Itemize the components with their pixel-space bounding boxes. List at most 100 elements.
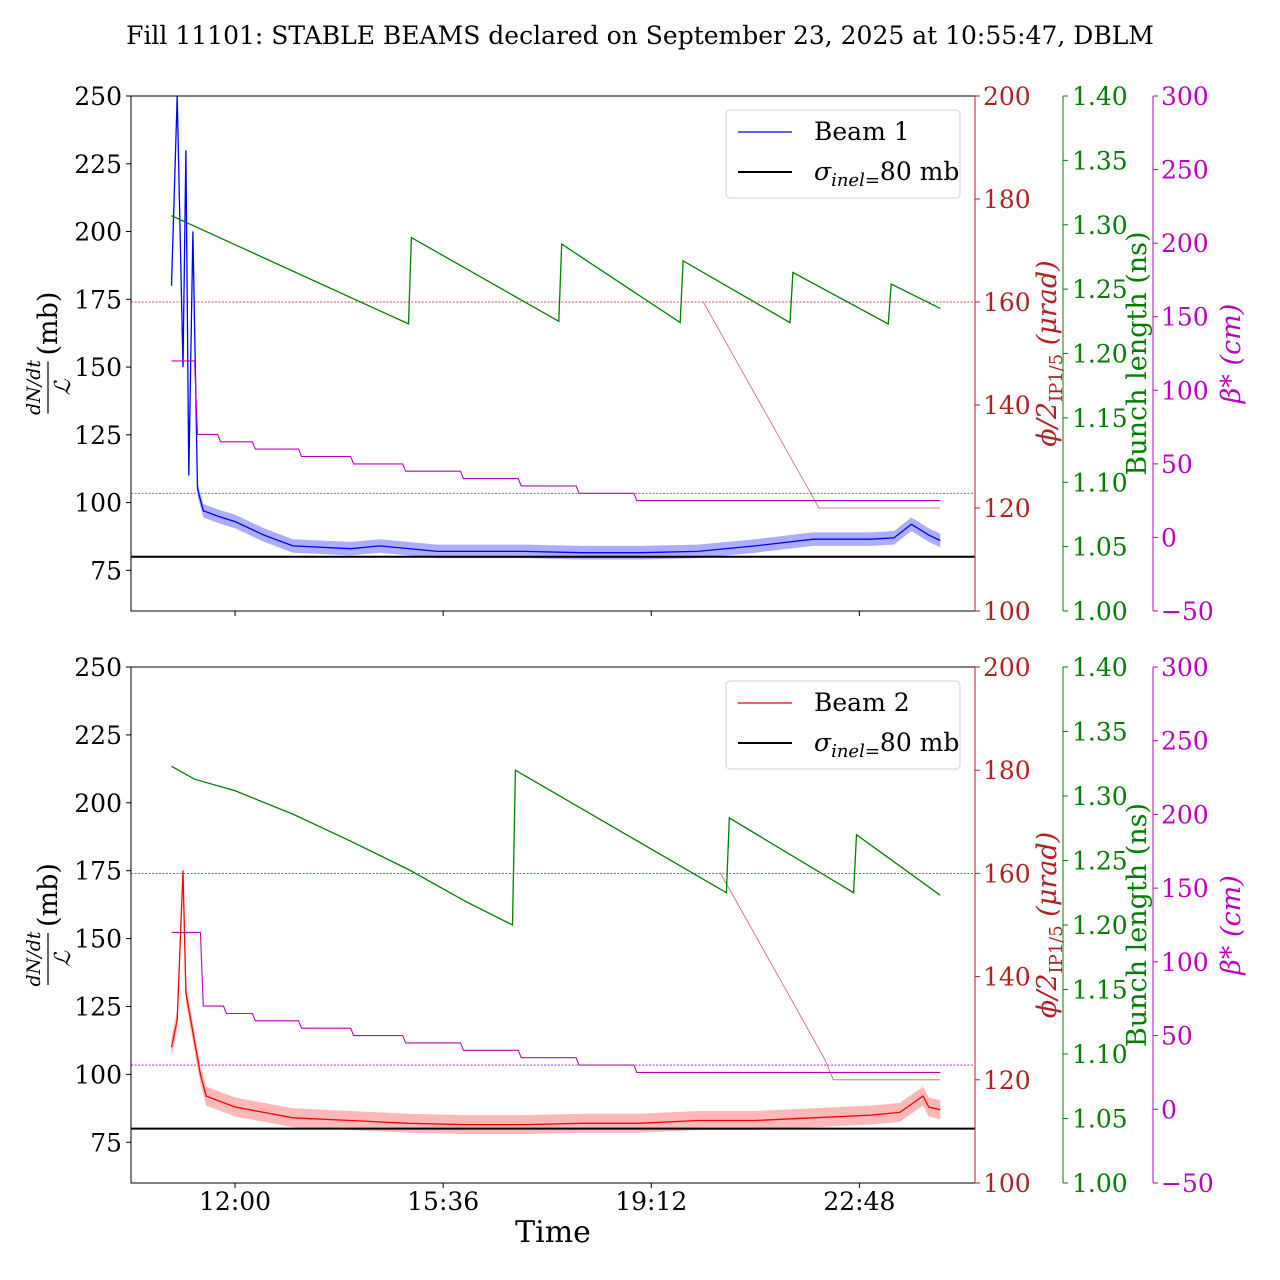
left-tick-label: 250	[74, 653, 122, 682]
beta-tick-label: 100	[1161, 376, 1209, 405]
left-tick-label: 150	[74, 925, 122, 954]
beta-axis-label: β* (cm)	[1216, 304, 1247, 404]
x-tick-label: 19:12	[615, 1187, 687, 1216]
crossing-tick-label: 160	[983, 288, 1031, 317]
bunch-tick-label: 1.20	[1072, 911, 1128, 940]
bunch-tick-label: 1.10	[1072, 468, 1128, 497]
bunch-tick-label: 1.00	[1072, 1169, 1128, 1198]
panel-bottom: 75 100 125 150 175 200 225 250 dN/dt ℒ (mb) 100 120 1…	[23, 653, 1247, 1216]
bunch-axis-label: Bunch length (ns)	[1122, 803, 1153, 1047]
panel-top: 75 100 125 150 175 200 225 250 dN/dt ℒ (mb) 100 120 1…	[23, 82, 1247, 626]
left-axis-numerator: dN/dt	[23, 360, 45, 415]
bunch-tick-label: 1.00	[1072, 597, 1128, 626]
crossing-tick-label: 140	[983, 963, 1031, 992]
left-axis-label: dN/dt ℒ (mb)	[23, 863, 76, 986]
beta-tick-label: 150	[1161, 874, 1209, 903]
legend-sigma-label: σinel=80 mb	[814, 157, 959, 191]
crossing-axis-label: ϕ/2IP1/5 (μrad)	[1032, 832, 1067, 1018]
crossing-tick-label: 200	[983, 653, 1031, 682]
x-tick-label: 15:36	[407, 1187, 479, 1216]
bunch-length-line	[171, 215, 941, 325]
crossing-tick-label: 160	[983, 859, 1031, 888]
bunch-tick-label: 1.10	[1072, 1040, 1128, 1069]
left-tick-label: 100	[74, 489, 122, 518]
beta-star-line	[171, 360, 941, 502]
beta-axis-label: β* (cm)	[1216, 875, 1247, 975]
beta-tick-label: 250	[1161, 156, 1209, 185]
beta-tick-label: 300	[1161, 82, 1209, 111]
crossing-angle-line	[720, 873, 941, 1081]
bunch-tick-label: 1.35	[1072, 146, 1128, 175]
crossing-tick-label: 140	[983, 391, 1031, 420]
left-tick-label: 175	[74, 857, 122, 886]
plot-area	[131, 96, 975, 560]
left-tick-label: 125	[74, 421, 122, 450]
beta-tick-label: 50	[1161, 450, 1193, 479]
left-tick-label: 150	[74, 353, 122, 382]
crossing-tick-label: 120	[983, 1066, 1031, 1095]
bunch-tick-label: 1.35	[1072, 718, 1128, 747]
left-tick-label: 250	[74, 82, 122, 111]
left-tick-label: 100	[74, 1060, 122, 1089]
left-tick-label: 200	[74, 218, 122, 247]
bunch-tick-label: 1.20	[1072, 340, 1128, 369]
bunch-tick-label: 1.15	[1072, 976, 1128, 1005]
beta-tick-label: 100	[1161, 948, 1209, 977]
crossing-tick-label: 200	[983, 82, 1031, 111]
legend-sigma-label: σinel=80 mb	[814, 728, 959, 762]
legend-beam-label: Beam 1	[814, 117, 910, 146]
beta-tick-label: 200	[1161, 800, 1209, 829]
left-tick-label: 225	[74, 721, 122, 750]
left-tick-label: 125	[74, 992, 122, 1021]
legend-beam-label: Beam 2	[814, 688, 910, 717]
left-tick-label: 75	[90, 556, 122, 585]
bunch-tick-label: 1.30	[1072, 782, 1128, 811]
beta-tick-label: 300	[1161, 653, 1209, 682]
bunch-tick-label: 1.15	[1072, 404, 1128, 433]
crossing-axis-label: ϕ/2IP1/5 (μrad)	[1032, 260, 1067, 446]
left-tick-label: 225	[74, 150, 122, 179]
bunch-tick-label: 1.25	[1072, 847, 1128, 876]
crossing-tick-label: 120	[983, 494, 1031, 523]
x-tick-label: 22:48	[823, 1187, 895, 1216]
plot-area	[131, 765, 975, 1135]
bunch-tick-label: 1.05	[1072, 533, 1128, 562]
bunch-tick-label: 1.25	[1072, 275, 1128, 304]
bunch-tick-label: 1.40	[1072, 82, 1128, 111]
crossing-tick-label: 180	[983, 185, 1031, 214]
beta-tick-label: −50	[1161, 1169, 1214, 1198]
left-axis-unit: (mb)	[33, 292, 64, 356]
beam-series-line	[170, 96, 941, 554]
beta-star-line	[171, 931, 941, 1073]
crossing-tick-label: 100	[983, 597, 1031, 626]
left-axis-denominator: ℒ	[51, 378, 76, 395]
beta-tick-label: 150	[1161, 303, 1209, 332]
left-axis-numerator: dN/dt	[23, 931, 45, 986]
bunch-tick-label: 1.05	[1072, 1105, 1128, 1134]
beta-tick-label: 250	[1161, 727, 1209, 756]
beta-tick-label: 0	[1161, 1095, 1177, 1124]
beta-tick-label: 50	[1161, 1022, 1193, 1051]
chart-title: Fill 11101: STABLE BEAMS declared on Sep…	[126, 21, 1154, 50]
left-axis-unit: (mb)	[33, 863, 64, 927]
beta-tick-label: −50	[1161, 597, 1214, 626]
x-tick-label: 12:00	[199, 1187, 271, 1216]
left-tick-label: 200	[74, 789, 122, 818]
beta-tick-label: 0	[1161, 523, 1177, 552]
bunch-length-line	[171, 765, 941, 927]
left-tick-label: 175	[74, 285, 122, 314]
left-tick-label: 75	[90, 1128, 122, 1157]
crossing-tick-label: 100	[983, 1169, 1031, 1198]
beam-band	[171, 861, 941, 1135]
bunch-tick-label: 1.40	[1072, 653, 1128, 682]
left-axis-label: dN/dt ℒ (mb)	[23, 292, 76, 415]
beta-tick-label: 200	[1161, 229, 1209, 258]
beam-series-line	[170, 870, 941, 1126]
bunch-axis-label: Bunch length (ns)	[1122, 231, 1153, 475]
x-axis-label: Time	[515, 1215, 591, 1250]
bunch-tick-label: 1.30	[1072, 211, 1128, 240]
left-axis-denominator: ℒ	[51, 950, 76, 967]
crossing-tick-label: 180	[983, 756, 1031, 785]
crossing-angle-line	[702, 301, 941, 509]
